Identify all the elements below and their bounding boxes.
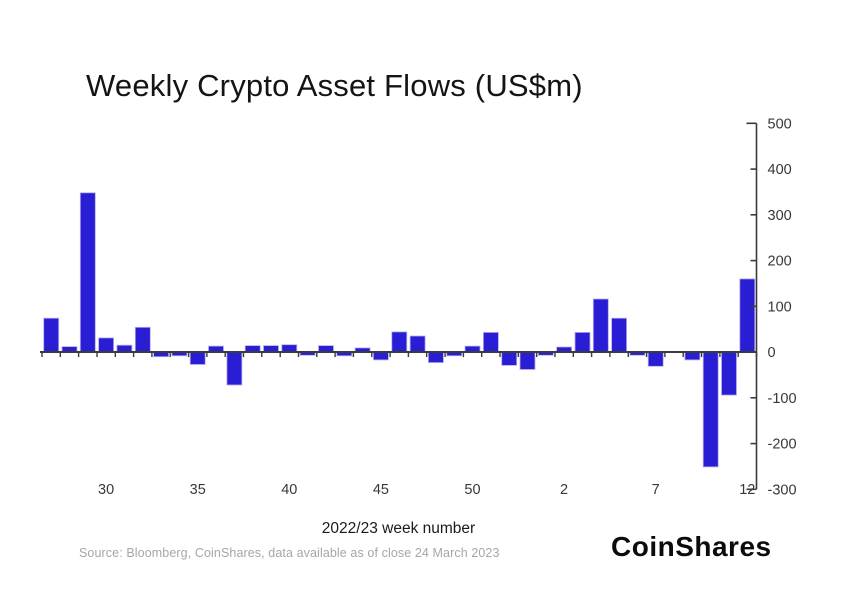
- chart-title: Weekly Crypto Asset Flows (US$m): [86, 68, 583, 103]
- bar-week-4: [592, 298, 609, 353]
- bar-week-51: [482, 331, 499, 353]
- x-tick-label: 35: [190, 482, 206, 498]
- bar-week-37: [226, 351, 243, 386]
- bar-week-38: [244, 345, 261, 353]
- bar-week-5: [611, 317, 627, 353]
- x-tick-label: 50: [464, 482, 480, 498]
- bar-week-35: [189, 351, 206, 365]
- x-tick-label: 12: [739, 482, 755, 498]
- bar-week-27: [43, 317, 60, 353]
- bar-week-32: [134, 326, 151, 353]
- bar-week-10: [702, 351, 719, 468]
- bar-week-39: [263, 345, 279, 353]
- bar-week-47: [409, 335, 426, 353]
- source-note: Source: Bloomberg, CoinShares, data avai…: [79, 546, 500, 560]
- bar-week-45: [372, 351, 389, 361]
- bar-week-7: [647, 351, 664, 367]
- x-tick-label: 2: [560, 482, 568, 498]
- y-tick-label: -300: [768, 482, 797, 498]
- x-tick-label: 7: [652, 482, 660, 498]
- y-tick-label: 400: [768, 162, 792, 178]
- bar-week-48: [427, 351, 444, 364]
- bar-week-11: [721, 351, 737, 396]
- y-tick-label: -200: [768, 437, 797, 453]
- x-tick-label: 30: [98, 482, 114, 498]
- bar-week-52: [501, 351, 518, 366]
- y-tick-label: 200: [768, 254, 792, 270]
- y-tick-label: 100: [768, 299, 792, 315]
- bar-week-40: [281, 344, 298, 353]
- y-tick-label: -100: [768, 391, 797, 407]
- bar-week-12: [739, 278, 756, 353]
- x-tick-label: 45: [373, 482, 389, 498]
- bar-week-3: [574, 331, 591, 353]
- bar-week-53: [519, 351, 536, 370]
- x-axis-title: 2022/23 week number: [321, 520, 476, 537]
- bar-week-30: [98, 337, 114, 353]
- bar-week-46: [391, 331, 408, 353]
- x-tick-label: 40: [281, 482, 297, 498]
- bar-week-42: [318, 345, 334, 353]
- coinshares-logo: CoinShares: [611, 531, 772, 562]
- bar-week-9: [684, 351, 701, 361]
- y-tick-label: 300: [768, 208, 792, 224]
- y-tick-label: 500: [768, 116, 792, 132]
- y-tick-label: 0: [768, 345, 776, 361]
- bar-week-29: [79, 192, 96, 353]
